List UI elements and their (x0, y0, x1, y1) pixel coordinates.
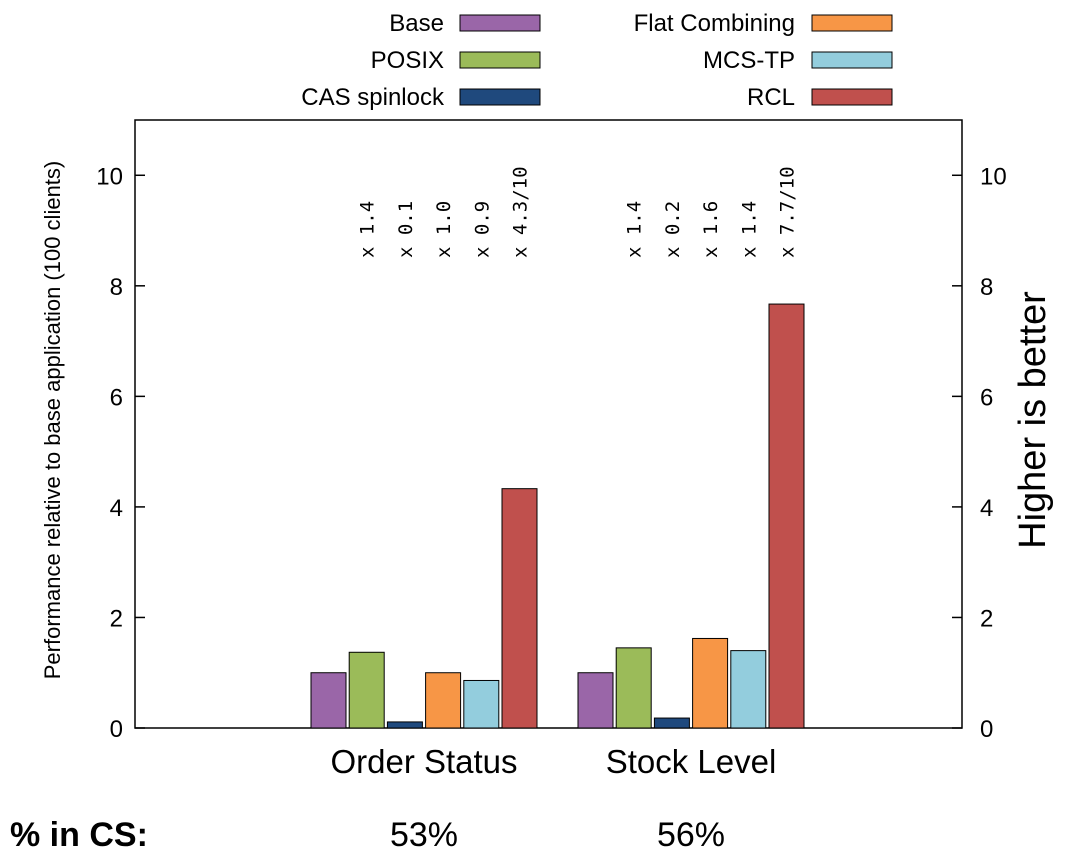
bar (501, 488, 538, 729)
legend-label: POSIX (371, 47, 444, 74)
cs-value: 56% (657, 816, 725, 852)
y-tick-label: 0 (110, 716, 123, 743)
legend-swatch (811, 14, 893, 32)
y2-axis-label: Higher is better (1012, 291, 1054, 549)
cs-values: 53% 56% (390, 816, 725, 852)
bar (310, 672, 347, 729)
category-label: Stock Level (606, 743, 777, 780)
bar-annotation: x 0.2 (662, 201, 684, 258)
bars (310, 303, 805, 729)
bar (577, 672, 614, 729)
bar-annotation: x 0.1 (395, 201, 417, 258)
plot-area (134, 119, 963, 729)
y-tick-label: 6 (110, 384, 123, 411)
bar (768, 303, 805, 729)
bar (463, 679, 500, 729)
legend-swatch (459, 14, 541, 32)
cs-label: % in CS: (10, 816, 148, 852)
y-tick-label: 10 (96, 163, 123, 190)
legend: Base POSIX CAS spinlock Flat Combining MCS-T… (301, 10, 893, 111)
bar-annotation: x 1.4 (357, 201, 379, 258)
legend-swatch (459, 51, 541, 69)
y-axis-label: Performance relative to base application… (40, 161, 65, 680)
y2-tick-label: 0 (980, 716, 993, 743)
legend-label: Base (389, 10, 444, 37)
y2-tick-label: 4 (980, 495, 993, 522)
legend-label: Flat Combining (634, 10, 795, 37)
y-tick-label: 8 (110, 274, 123, 301)
y2-tick-label: 2 (980, 605, 993, 632)
y-tick-label: 2 (110, 605, 123, 632)
bar (425, 672, 462, 729)
bar-annotation: x 4.3/10 (510, 166, 532, 258)
legend-swatch (811, 51, 893, 69)
bar (730, 650, 767, 729)
legend-label: CAS spinlock (301, 84, 445, 111)
legend-swatch (811, 88, 893, 106)
bar-annotation: x 1.4 (624, 201, 646, 258)
bar (615, 647, 652, 729)
y2-tick-label: 10 (980, 163, 1007, 190)
bar (653, 717, 690, 729)
y-tick-label: 4 (110, 495, 123, 522)
y2-tick-label: 6 (980, 384, 993, 411)
x-axis-categories: Order Status Stock Level (330, 743, 776, 780)
y-axis-left: 0 2 4 6 8 10 (96, 163, 145, 743)
bar-annotation: x 1.6 (700, 201, 722, 258)
legend-label: RCL (747, 84, 795, 111)
bar-annotation: x 1.0 (433, 201, 455, 258)
bar (386, 721, 423, 729)
bar-annotation: x 1.4 (738, 201, 760, 258)
legend-label: MCS-TP (703, 47, 795, 74)
legend-swatch (459, 88, 541, 106)
bar-annotation: x 7.7/10 (777, 166, 799, 258)
bar (692, 637, 729, 729)
y2-tick-label: 8 (980, 274, 993, 301)
bar (348, 651, 385, 729)
y-axis-right: 0 2 4 6 8 10 (952, 163, 1007, 743)
bar-annotation: x 0.9 (471, 201, 493, 258)
cs-value: 53% (390, 816, 458, 852)
category-label: Order Status (330, 743, 517, 780)
bar-annotations: x 1.4 x 0.1 x 1.0 x 0.9 x 4.3/10 x 1.4 x 0.2 x … (357, 166, 799, 258)
